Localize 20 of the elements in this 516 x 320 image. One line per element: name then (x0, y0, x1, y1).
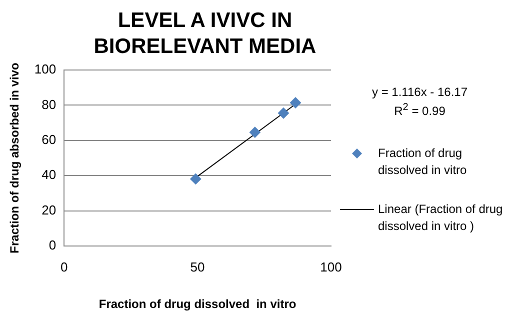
point (249, 126, 260, 138)
y-tick-label: 40 (42, 167, 56, 182)
y-tick-label: 100 (34, 62, 56, 77)
point (278, 108, 289, 119)
x-tick-label: 100 (320, 259, 342, 274)
text: R$^{2}$ = 0.99 (393, 101, 446, 119)
legend-label: Linear (Fraction of drug dissolved in vitro ) (377, 201, 504, 235)
legend-label: Fraction of drug dissolved in vitro (377, 145, 468, 179)
y-tick-label: 20 (42, 202, 56, 218)
text: y = 1.116x - 16.17 (372, 84, 468, 100)
x-tick-label: 50 (190, 259, 205, 274)
y-axis-title: Fraction of drug absorbed in vivo (8, 62, 22, 254)
x-tick-label: 0 (60, 259, 68, 274)
point (190, 173, 202, 184)
chart-title: LEVEL A IVIVC IN BIORELEVANT MEDIA (92, 8, 318, 60)
y-tick-label: 60 (42, 132, 56, 147)
point (290, 97, 301, 108)
x-axis-title: Fraction of drug dissolved in vitro (98, 297, 296, 312)
y-tick-label: 80 (42, 96, 56, 112)
y-tick-label: 0 (48, 238, 56, 253)
